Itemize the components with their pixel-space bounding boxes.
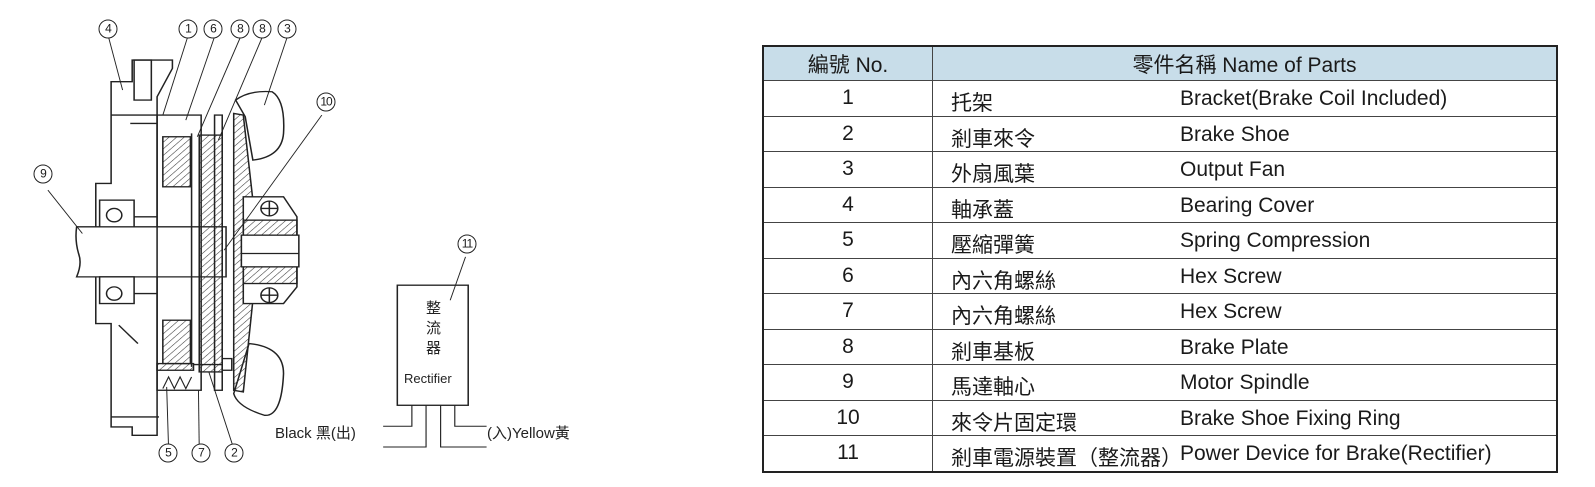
compression-spring (162, 375, 193, 390)
motor-spindle (75, 226, 227, 278)
callout-11: 11 (457, 234, 477, 254)
header-no: 編號 No. (762, 45, 933, 81)
part-name-chinese: 內六角螺絲 (951, 269, 1056, 293)
table-row: 5 壓縮彈簧 Spring Compression (762, 222, 1558, 259)
table-row: 11 剎車電源裝置（整流器） Power Device for Brake(Re… (762, 435, 1558, 472)
part-name-cell: 來令片固定環 Brake Shoe Fixing Ring (932, 399, 1558, 436)
table-row: 7 內六角螺絲 Hex Screw (762, 293, 1558, 330)
callout-8: 8 (230, 19, 250, 39)
parts-table: 編號 No. 零件名稱 Name of Parts 1 托架 Bracket(B… (762, 45, 1558, 473)
part-name-chinese: 內六角螺絲 (951, 305, 1056, 328)
callout-7: 7 (191, 443, 211, 463)
part-name-chinese: 壓縮彈簧 (951, 234, 1035, 257)
part-name-cell: 托架 Bracket(Brake Coil Included) (932, 80, 1558, 117)
part-name-english: Brake Shoe Fixing Ring (1180, 406, 1401, 430)
brake-coil (162, 319, 192, 365)
output-fan-blade (234, 90, 285, 161)
part-name-chinese: 托架 (951, 92, 993, 115)
part-name-cell: 馬達軸心 Motor Spindle (932, 364, 1558, 401)
part-number: 8 (762, 328, 933, 365)
table-row: 8 剎車基板 Brake Plate (762, 328, 1558, 365)
callout-6: 6 (203, 19, 223, 39)
table-row: 3 外扇風葉 Output Fan (762, 151, 1558, 188)
callout-9: 9 (33, 164, 53, 184)
part-name-chinese: 剎車基板 (951, 340, 1035, 364)
callout-1: 1 (178, 19, 198, 39)
part-name-english: Power Device for Brake(Rectifier) (1180, 442, 1492, 465)
output-fan-blade (232, 342, 285, 416)
part-name-english: Output Fan (1180, 158, 1286, 181)
part-name-cell: 剎車基板 Brake Plate (932, 328, 1558, 365)
part-name-english: Brake Plate (1180, 335, 1289, 359)
table-row: 4 軸承蓋 Bearing Cover (762, 186, 1558, 223)
wire-label-yellow: (入)Yellow黃 (487, 425, 570, 442)
part-number: 9 (762, 364, 933, 401)
part-name-chinese: 軸承蓋 (951, 198, 1014, 222)
table-row: 6 內六角螺絲 Hex Screw (762, 257, 1558, 294)
rectifier-english: Rectifier (404, 371, 452, 386)
top-bolt (133, 59, 153, 101)
part-name-cell: 內六角螺絲 Hex Screw (932, 293, 1558, 330)
part-name-cell: 壓縮彈簧 Spring Compression (932, 222, 1558, 259)
part-name-chinese: 外扇風葉 (951, 163, 1035, 186)
part-name-chinese: 馬達軸心 (951, 376, 1035, 399)
rectifier-chinese-1: 整 (426, 300, 442, 317)
wire-label-black: Black 黑(出) (275, 425, 356, 442)
part-name-english: Hex Screw (1180, 264, 1282, 288)
rectifier-chinese-3: 器 (426, 340, 442, 357)
part-name-english: Spring Compression (1180, 229, 1371, 252)
callout-2: 2 (224, 443, 244, 463)
callout-3: 3 (277, 19, 297, 39)
part-name-cell: 外扇風葉 Output Fan (932, 151, 1558, 188)
rectifier-box (396, 284, 469, 406)
callout-4: 4 (98, 19, 118, 39)
table-row: 1 托架 Bracket(Brake Coil Included) (762, 80, 1558, 117)
part-name-cell: 剎車電源裝置（整流器） Power Device for Brake(Recti… (932, 435, 1558, 472)
part-number: 5 (762, 222, 933, 259)
part-name-chinese: 來令片固定環 (951, 411, 1077, 435)
part-name-chinese: 剎車來令 (951, 127, 1035, 151)
part-name-english: Hex Screw (1180, 300, 1282, 323)
part-number: 4 (762, 186, 933, 223)
part-number: 1 (762, 80, 933, 117)
part-name-cell: 剎車來令 Brake Shoe (932, 115, 1558, 152)
part-name-english: Bracket(Brake Coil Included) (1180, 87, 1448, 110)
brake-assembly-diagram: 4 1 6 8 8 3 10 9 11 5 7 2 整 流 器 Rectifie… (0, 0, 600, 487)
part-number: 7 (762, 293, 933, 330)
callout-8b: 8 (252, 19, 272, 39)
brake-plate (213, 114, 223, 391)
part-number: 3 (762, 151, 933, 188)
part-name-chinese: 剎車電源裝置（整流器） (951, 447, 1182, 470)
part-name-english: Motor Spindle (1180, 371, 1310, 394)
table-row: 10 來令片固定環 Brake Shoe Fixing Ring (762, 399, 1558, 436)
part-name-english: Brake Shoe (1180, 122, 1290, 146)
part-number: 11 (762, 435, 933, 472)
cross-section-drawing (47, 36, 487, 449)
table-row: 2 剎車來令 Brake Shoe (762, 115, 1558, 152)
rectifier-chinese-2: 流 (426, 320, 442, 337)
part-number: 10 (762, 399, 933, 436)
table-header-row: 編號 No. 零件名稱 Name of Parts (762, 45, 1558, 81)
brake-coil (162, 136, 192, 188)
part-number: 2 (762, 115, 933, 152)
table-row: 9 馬達軸心 Motor Spindle (762, 364, 1558, 401)
part-number: 6 (762, 257, 933, 294)
part-name-cell: 軸承蓋 Bearing Cover (932, 186, 1558, 223)
brake-shoe (198, 134, 223, 373)
header-name: 零件名稱 Name of Parts (932, 45, 1558, 81)
part-name-english: Bearing Cover (1180, 193, 1315, 217)
part-name-cell: 內六角螺絲 Hex Screw (932, 257, 1558, 294)
callout-10: 10 (316, 92, 336, 112)
callout-5: 5 (158, 443, 178, 463)
